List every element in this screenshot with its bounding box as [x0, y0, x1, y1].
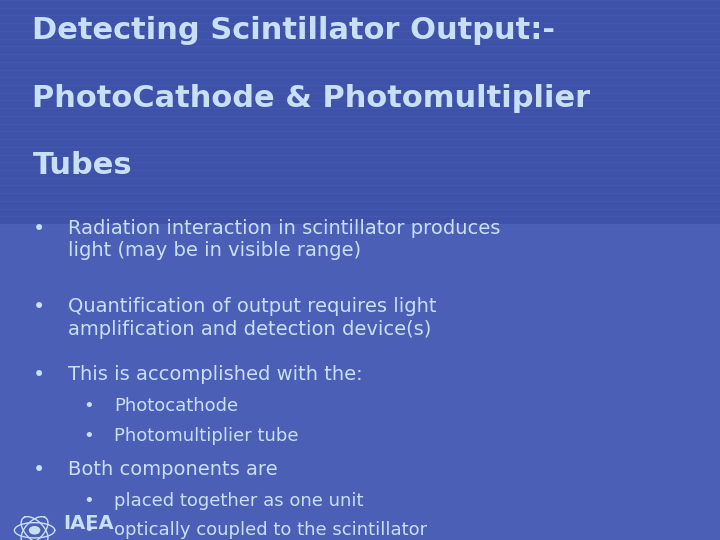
- Text: Photomultiplier tube: Photomultiplier tube: [114, 427, 298, 444]
- Text: Quantification of output requires light
amplification and detection device(s): Quantification of output requires light …: [68, 297, 437, 339]
- Text: Detecting Scintillator Output:-: Detecting Scintillator Output:-: [32, 16, 555, 45]
- Text: This is accomplished with the:: This is accomplished with the:: [68, 364, 363, 383]
- Text: Photocathode: Photocathode: [114, 397, 238, 415]
- Text: Tubes: Tubes: [32, 151, 132, 180]
- Text: •: •: [32, 219, 45, 239]
- Text: placed together as one unit: placed together as one unit: [114, 492, 364, 510]
- Text: PhotoCathode & Photomultiplier: PhotoCathode & Photomultiplier: [32, 84, 590, 113]
- Text: optically coupled to the scintillator: optically coupled to the scintillator: [114, 521, 427, 539]
- Circle shape: [29, 526, 40, 535]
- Text: •: •: [83, 521, 94, 539]
- Text: •: •: [83, 492, 94, 510]
- Text: IAEA: IAEA: [63, 514, 114, 534]
- Text: •: •: [32, 460, 45, 480]
- Text: Both components are: Both components are: [68, 460, 278, 479]
- Text: Radiation interaction in scintillator produces
light (may be in visible range): Radiation interaction in scintillator pr…: [68, 219, 501, 260]
- Text: •: •: [83, 397, 94, 415]
- Text: •: •: [32, 364, 45, 384]
- Text: •: •: [32, 297, 45, 317]
- FancyBboxPatch shape: [0, 0, 720, 224]
- Text: •: •: [83, 427, 94, 444]
